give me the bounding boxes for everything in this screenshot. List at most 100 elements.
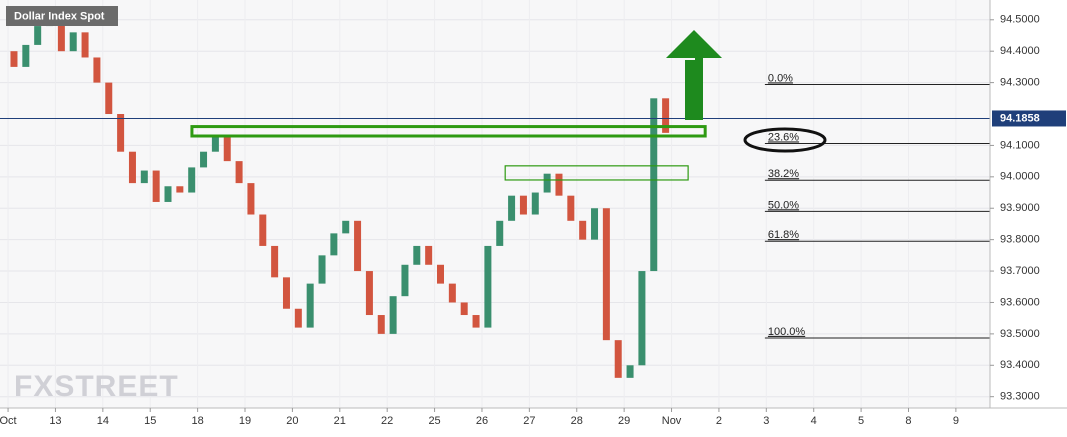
last-price-box (992, 110, 1066, 127)
x-tick-label: 26 (476, 415, 488, 427)
x-tick-label: 29 (618, 415, 630, 427)
x-tick-label: 15 (144, 415, 156, 427)
candle (117, 114, 125, 152)
candle (69, 32, 77, 52)
y-tick-label: 94.3000 (1000, 77, 1040, 89)
x-tick-label: 18 (191, 415, 203, 427)
candle (22, 44, 30, 67)
x-tick-label: 3 (763, 415, 769, 427)
up-arrow (666, 30, 722, 118)
grid (0, 19, 990, 398)
y-tick-label: 93.6000 (1000, 296, 1040, 308)
candle (425, 245, 433, 265)
y-tick-label: 93.3000 (1000, 391, 1040, 403)
y-tick-label: 93.4000 (1000, 359, 1040, 371)
candle (188, 167, 196, 193)
x-tick-label: 4 (811, 415, 817, 427)
candle (531, 192, 539, 215)
candle (247, 183, 255, 215)
candle (377, 315, 385, 334)
candle (10, 51, 18, 67)
candle (472, 315, 480, 328)
candle (176, 186, 184, 193)
candle (306, 283, 314, 328)
candle (200, 151, 208, 168)
x-tick-label: 14 (97, 415, 109, 427)
candle (164, 186, 172, 202)
candle (211, 136, 219, 152)
candle (662, 98, 670, 133)
x-tick-label: 19 (239, 415, 251, 427)
candle (93, 57, 101, 83)
candle (223, 136, 231, 162)
candle (448, 283, 456, 303)
x-tick-label: 28 (571, 415, 583, 427)
y-tick-label: 94.1000 (1000, 139, 1040, 151)
highlight-ellipse (743, 127, 827, 153)
y-tick-label: 93.5000 (1000, 328, 1040, 340)
candle (330, 233, 338, 256)
x-tick-label: 5 (858, 415, 864, 427)
y-tick-label: 93.9000 (1000, 202, 1040, 214)
last-price-label: 94.1858 (1000, 112, 1040, 124)
candle (484, 245, 492, 328)
fib-label: 50.0% (768, 199, 799, 211)
candle (318, 255, 326, 284)
candle (342, 220, 350, 234)
candle (519, 195, 527, 215)
candle (57, 19, 65, 52)
fib-label: 23.6% (768, 131, 799, 143)
zone (504, 165, 689, 181)
candle (614, 340, 622, 378)
x-tick-label: 8 (905, 415, 911, 427)
x-tick-label: 2 (716, 415, 722, 427)
candle (638, 271, 646, 366)
candle (508, 195, 516, 221)
y-tick-label: 94.5000 (1000, 14, 1040, 26)
candle (650, 98, 658, 272)
candle (567, 195, 575, 221)
candle (602, 208, 610, 341)
candle (626, 365, 634, 378)
x-tick-label: Nov (662, 415, 682, 427)
x-tick-label: 25 (428, 415, 440, 427)
candle (128, 151, 136, 184)
fib-label: 61.8% (768, 229, 799, 241)
candle (354, 220, 362, 272)
candle (259, 214, 267, 246)
candle (271, 245, 279, 278)
candle (294, 308, 302, 328)
fib-label: 100.0% (768, 326, 806, 338)
fib-label: 0.0% (768, 72, 793, 84)
candle (555, 173, 563, 196)
x-tick-label: Oct (0, 415, 17, 427)
y-tick-label: 94.0000 (1000, 171, 1040, 183)
candle (152, 170, 160, 202)
candle (34, 26, 42, 45)
x-tick-label: 22 (381, 415, 393, 427)
chart-title: Dollar Index Spot (14, 10, 105, 22)
candle (591, 208, 599, 240)
candle (282, 277, 290, 309)
candle (496, 220, 504, 246)
marks (0, 19, 990, 378)
x-tick-label: 20 (286, 415, 298, 427)
zone (190, 125, 707, 138)
candle (543, 173, 551, 193)
watermark: FXSTREET (14, 370, 179, 403)
candle (235, 161, 243, 184)
candle (437, 264, 445, 284)
arrow-shaft (685, 60, 703, 120)
candle (413, 245, 421, 265)
title-box (6, 6, 118, 26)
x-tick-label: 9 (953, 415, 959, 427)
x-tick-label: 27 (523, 415, 535, 427)
candle (105, 82, 113, 115)
x-tick-label: 13 (49, 415, 61, 427)
fib-label: 38.2% (768, 168, 799, 180)
candle (401, 264, 409, 297)
candle (579, 220, 587, 240)
y-tick-label: 93.7000 (1000, 265, 1040, 277)
